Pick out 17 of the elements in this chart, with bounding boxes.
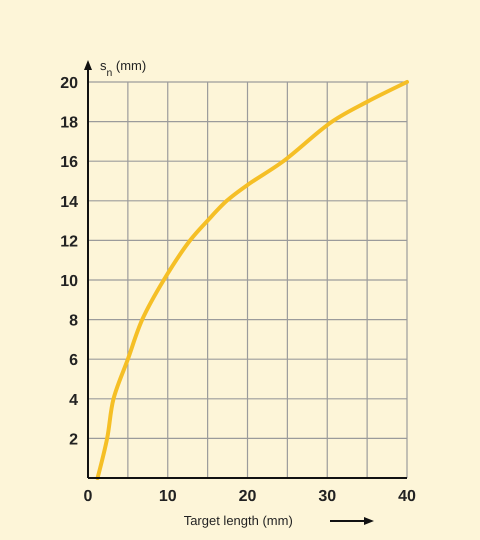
y-axis-title: s$_{n}$ (mm) — [100, 58, 146, 78]
y-tick-label: 20 — [60, 75, 78, 92]
x-axis-title: Target length (mm) — [184, 513, 293, 528]
y-tick-label: 12 — [60, 233, 78, 250]
y-tick-label: 14 — [60, 194, 78, 211]
x-tick-label: 0 — [84, 488, 93, 505]
y-tick-label: 10 — [60, 273, 78, 290]
y-tick-label: 4 — [69, 392, 78, 409]
x-tick-label: 30 — [318, 488, 336, 505]
x-tick-label: 20 — [238, 488, 256, 505]
x-tick-label: 10 — [158, 488, 177, 505]
y-tick-label: 8 — [69, 312, 78, 330]
y-tick-label: 18 — [60, 114, 78, 132]
x-tick-label: 40 — [398, 488, 416, 505]
y-tick-label: 6 — [69, 352, 78, 370]
y-tick-label: 16 — [60, 154, 78, 172]
y-tick-label: 2 — [69, 431, 78, 448]
